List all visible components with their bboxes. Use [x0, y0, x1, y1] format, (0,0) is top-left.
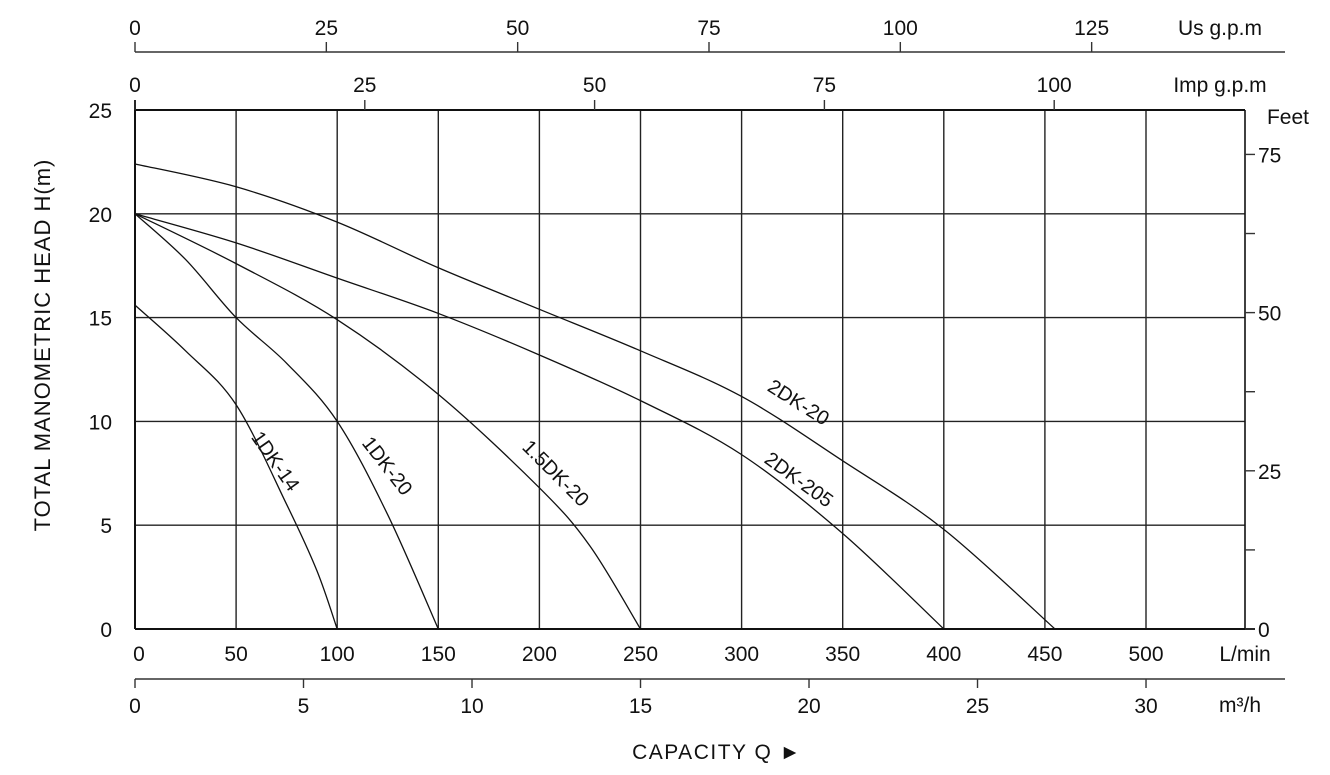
us-gpm-tick-label: 100 [883, 17, 918, 40]
x-tick-label: 350 [825, 643, 860, 666]
x-tick-label: 100 [320, 643, 355, 666]
m3h-tick-label: 20 [797, 695, 820, 718]
x-tick-label: 0 [133, 643, 145, 666]
x-tick-label: 450 [1027, 643, 1062, 666]
x-tick-label: 200 [522, 643, 557, 666]
imp-gpm-tick-label: 25 [353, 74, 376, 97]
us-gpm-unit-label: Us g.p.m [1178, 17, 1262, 40]
feet-tick-label: 50 [1258, 303, 1281, 326]
feet-unit-label: Feet [1267, 106, 1309, 129]
imp-gpm-tick-label: 0 [129, 74, 141, 97]
y-tick-label: 5 [100, 515, 112, 538]
x-axis-title: CAPACITY Q ► [632, 741, 802, 764]
curve-1dk-14 [134, 304, 338, 630]
us-gpm-tick-label: 25 [315, 17, 338, 40]
m3h-tick-label: 30 [1134, 695, 1157, 718]
imp-gpm-unit-label: Imp g.p.m [1173, 74, 1266, 97]
y-tick-label: 10 [89, 411, 112, 434]
us-gpm-tick-label: 125 [1074, 17, 1109, 40]
grid [135, 110, 1245, 629]
y-axis-title: TOTAL MANOMETRIC HEAD H(m) [30, 159, 55, 532]
curve-label: 1DK-14 [246, 427, 303, 495]
y-tick-label: 0 [100, 619, 112, 642]
m3h-tick-label: 0 [129, 695, 141, 718]
curve-label: 2DK-205 [760, 448, 837, 512]
x-tick-label: 150 [421, 643, 456, 666]
x-tick-label: 500 [1128, 643, 1163, 666]
y-tick-label: 25 [89, 100, 112, 123]
us-gpm-tick-label: 50 [506, 17, 529, 40]
curve-1dk-20 [134, 213, 439, 630]
x-tick-label: 300 [724, 643, 759, 666]
y-tick-label: 20 [89, 204, 112, 227]
imp-gpm-tick-label: 100 [1037, 74, 1072, 97]
m3h-tick-label: 25 [966, 695, 989, 718]
x-tick-label: 50 [224, 643, 247, 666]
feet-tick-label: 25 [1258, 461, 1281, 484]
curves [134, 163, 1056, 630]
curve-label: 1DK-20 [357, 433, 416, 500]
curve-label: 1.5DK-20 [518, 436, 593, 511]
m3h-tick-label: 5 [298, 695, 310, 718]
m3h-tick-label: 10 [460, 695, 483, 718]
curve-2dk-20 [134, 163, 1056, 630]
us-gpm-tick-label: 75 [697, 17, 720, 40]
feet-tick-label: 75 [1258, 144, 1281, 167]
feet-tick-label: 0 [1258, 619, 1270, 642]
x-tick-label: 400 [926, 643, 961, 666]
m3h-tick-label: 15 [629, 695, 652, 718]
y-tick-label: 15 [89, 308, 112, 331]
lmin-unit-label: L/min [1219, 643, 1270, 666]
imp-gpm-tick-label: 75 [813, 74, 836, 97]
curve-1-5dk-20 [134, 213, 642, 630]
us-gpm-tick-label: 0 [129, 17, 141, 40]
m3h-unit-label: m³/h [1219, 694, 1261, 717]
imp-gpm-tick-label: 50 [583, 74, 606, 97]
curve-2dk-205 [134, 213, 945, 630]
x-tick-label: 250 [623, 643, 658, 666]
